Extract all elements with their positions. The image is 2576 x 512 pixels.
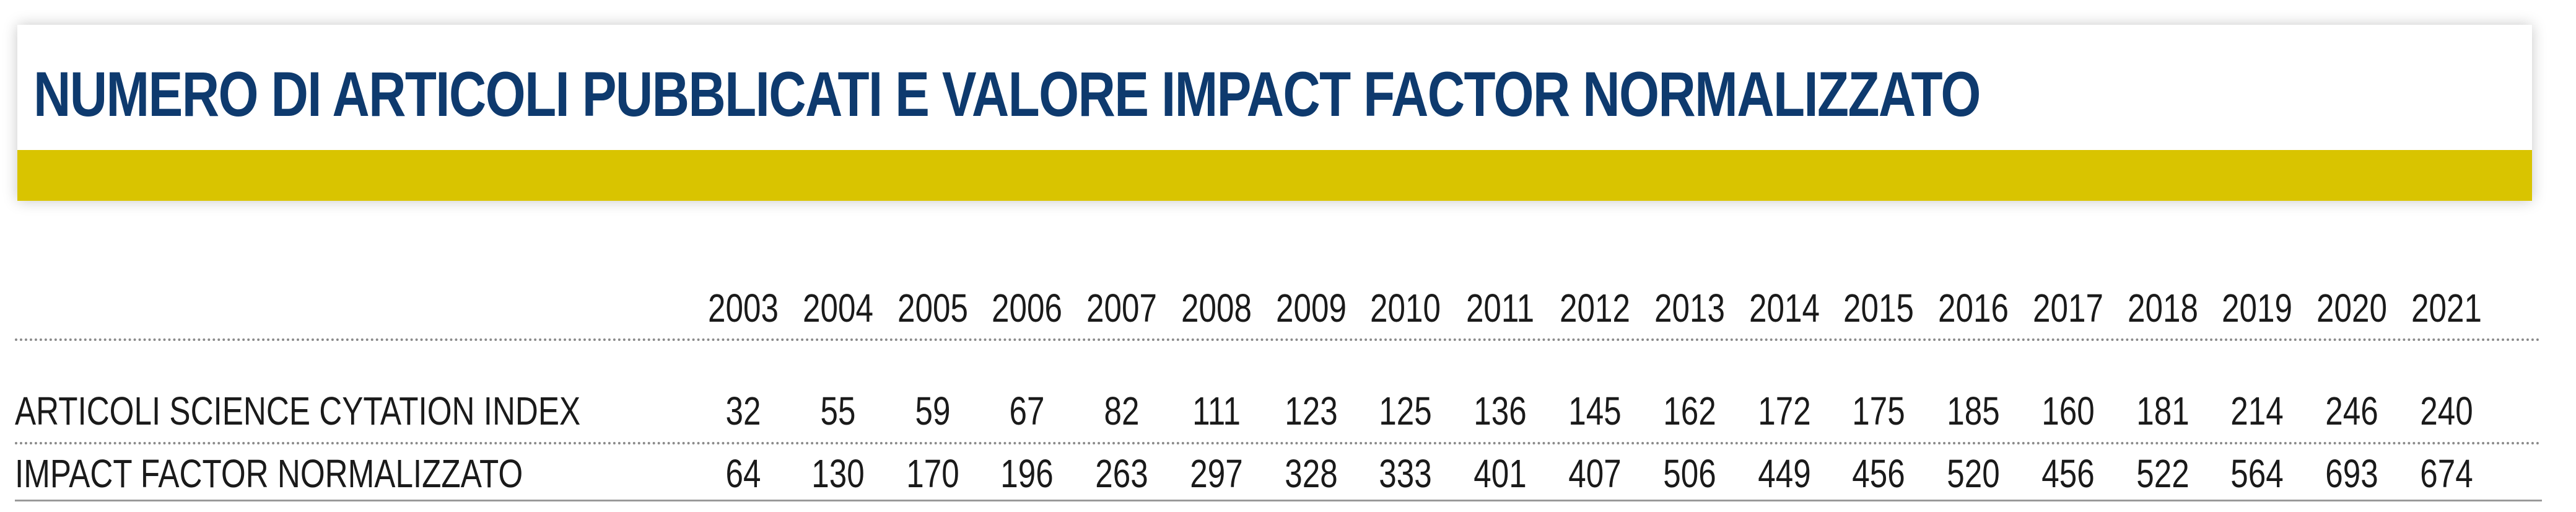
table-cell: 693 [2325, 451, 2378, 496]
table-cell: 67 [1009, 389, 1045, 433]
table-cell: 246 [2325, 389, 2378, 433]
table-cell: 522 [2136, 451, 2190, 496]
year-header: 2003 [708, 286, 779, 330]
table-cell: 407 [1568, 451, 1622, 496]
table-cell: 506 [1663, 451, 1716, 496]
table-cell: 170 [906, 451, 959, 496]
table-cell: 674 [2420, 451, 2473, 496]
table-cell: 564 [2230, 451, 2284, 496]
table-cell: 181 [2136, 389, 2190, 433]
table-cell: 456 [2041, 451, 2095, 496]
year-header: 2020 [2316, 286, 2388, 330]
year-header: 2012 [1560, 286, 1630, 330]
table-cell: 297 [1190, 451, 1243, 496]
row-label: ARTICOLI SCIENCE CYTATION INDEX [15, 389, 581, 433]
table-cell: 333 [1379, 451, 1433, 496]
table-cell: 123 [1284, 389, 1338, 433]
table-cell: 32 [725, 389, 761, 433]
table-cell: 111 [1192, 389, 1241, 433]
year-header: 2018 [2127, 286, 2198, 330]
year-header: 2021 [2411, 286, 2482, 330]
chart-title: NUMERO DI ARTICOLI PUBBLICATI E VALORE I… [33, 59, 1981, 130]
year-header: 2004 [802, 286, 873, 330]
table-cell: 162 [1663, 389, 1716, 433]
table-cell: 196 [1000, 451, 1054, 496]
year-header: 2015 [1843, 286, 1915, 330]
table-cell: 136 [1474, 389, 1527, 433]
year-header: 2009 [1275, 286, 1347, 330]
row-divider [15, 442, 2542, 444]
header-divider [15, 338, 2542, 341]
table-cell: 145 [1568, 389, 1622, 433]
year-header: 2016 [1938, 286, 2009, 330]
table-cell: 160 [2041, 389, 2095, 433]
table-cell: 456 [1852, 451, 1906, 496]
year-header: 2011 [1466, 286, 1535, 330]
table-cell: 328 [1284, 451, 1338, 496]
table-cell: 520 [1947, 451, 2000, 496]
table-cell: 172 [1757, 389, 1811, 433]
row-label: IMPACT FACTOR NORMALIZZATO [15, 451, 523, 496]
year-header: 2010 [1370, 286, 1441, 330]
year-header: 2017 [2032, 286, 2103, 330]
year-header: 2008 [1181, 286, 1252, 330]
year-header: 2005 [897, 286, 968, 330]
year-header: 2007 [1086, 286, 1158, 330]
table-cell: 64 [725, 451, 761, 496]
year-header: 2014 [1749, 286, 1820, 330]
table-cell: 263 [1095, 451, 1148, 496]
table-cell: 214 [2230, 389, 2284, 433]
table-bottom-rule [15, 500, 2542, 501]
table-cell: 175 [1852, 389, 1906, 433]
table-cell: 125 [1379, 389, 1433, 433]
table-cell: 401 [1474, 451, 1527, 496]
table-cell: 449 [1757, 451, 1811, 496]
table-cell: 185 [1947, 389, 2000, 433]
table-cell: 130 [811, 451, 865, 496]
title-accent-bar [17, 150, 2532, 201]
table-cell: 55 [820, 389, 856, 433]
table-cell: 82 [1104, 389, 1140, 433]
table-cell: 240 [2420, 389, 2473, 433]
year-header: 2013 [1654, 286, 1725, 330]
year-header: 2019 [2222, 286, 2293, 330]
table-cell: 59 [915, 389, 951, 433]
year-header: 2006 [992, 286, 1063, 330]
title-panel: NUMERO DI ARTICOLI PUBBLICATI E VALORE I… [17, 25, 2532, 201]
